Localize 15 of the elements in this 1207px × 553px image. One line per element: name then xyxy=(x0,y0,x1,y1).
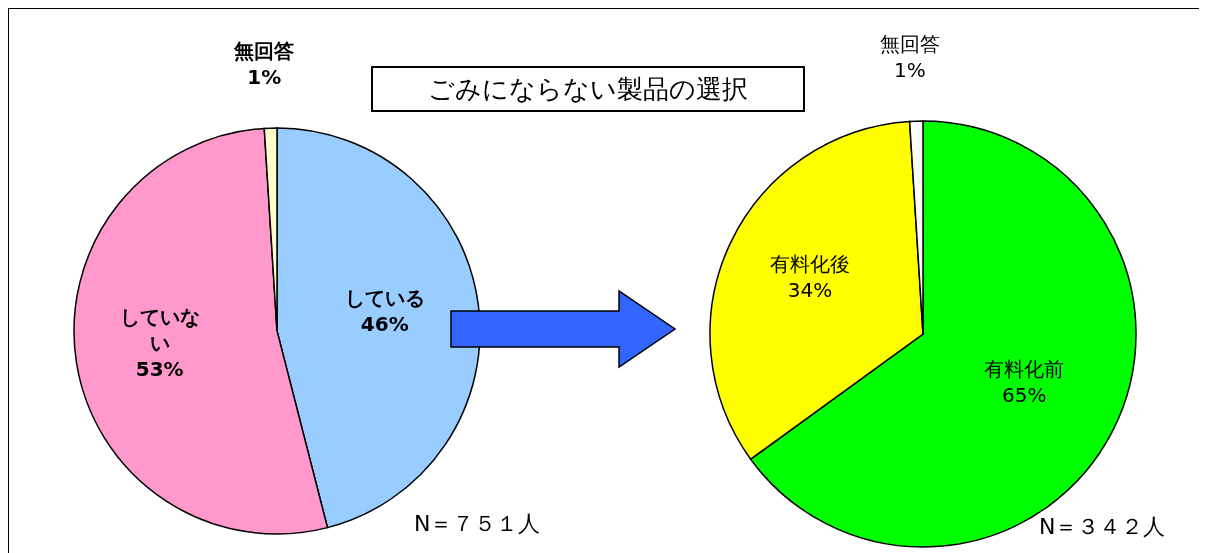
text: N＝７５１人 xyxy=(414,510,541,538)
slice-label: 有料化前 xyxy=(984,356,1065,381)
slice-label: 有料化後 xyxy=(770,251,851,276)
data-label: 65% xyxy=(1002,382,1047,407)
slice-label: 無回答 xyxy=(879,31,940,56)
data-label: 1% xyxy=(894,57,926,82)
data-label: 53% xyxy=(135,356,184,381)
text: N＝３４２人 xyxy=(1039,513,1166,541)
text: ごみにならない製品の選択 xyxy=(371,66,805,112)
slice-label: している xyxy=(344,285,425,310)
data-label: 34% xyxy=(787,277,833,302)
data-label: 1% xyxy=(247,64,282,89)
data-label: 46% xyxy=(360,311,409,336)
slice-label: 無回答 xyxy=(233,38,295,63)
slice-label: していない xyxy=(119,304,200,355)
